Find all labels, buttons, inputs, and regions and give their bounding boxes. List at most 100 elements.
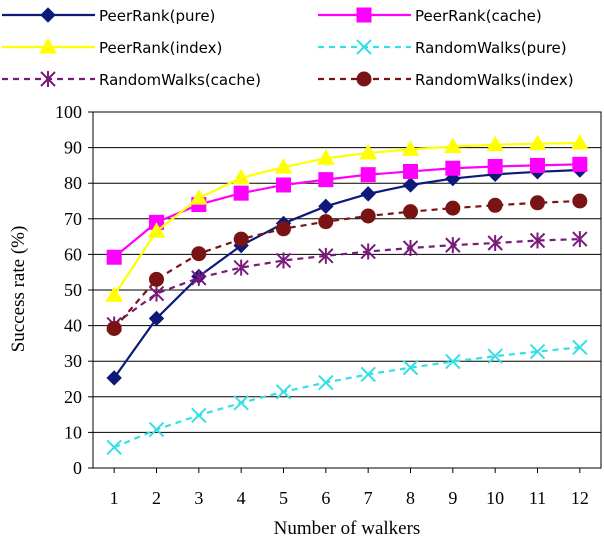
x-tick-label: 8 xyxy=(406,488,415,508)
data-point-peerrank-cache xyxy=(403,163,418,179)
series-line-randomwalks-index xyxy=(113,199,580,330)
data-point-peerrank-index xyxy=(401,140,420,156)
data-point-randomwalks-cache xyxy=(445,237,461,254)
legend-label: RandomWalks(cache) xyxy=(99,71,261,89)
data-point-randomwalks-cache xyxy=(191,269,207,286)
series-randomwalks-cache xyxy=(106,231,588,333)
data-point-peerrank-index xyxy=(274,158,293,174)
data-point-randomwalks-pure xyxy=(445,353,461,370)
data-point-randomwalks-pure xyxy=(148,421,165,438)
data-point-randomwalks-pure xyxy=(318,374,334,391)
gridlines xyxy=(93,147,601,433)
y-tick-label: 100 xyxy=(55,102,82,122)
data-point-peerrank-cache xyxy=(572,156,588,172)
data-point-randomwalks-cache xyxy=(233,259,249,276)
legend: PeerRank(pure) PeerRank(cache) PeerRank(in… xyxy=(2,7,574,89)
legend-entry-randomwalks-cache: RandomWalks(cache) xyxy=(2,71,261,89)
legend-label: PeerRank(pure) xyxy=(99,7,215,25)
data-point-peerrank-index xyxy=(232,168,251,185)
y-tick-label: 0 xyxy=(73,458,82,478)
data-point-randomwalks-pure xyxy=(191,407,207,424)
legend-entry-randomwalks-index: RandomWalks(index) xyxy=(318,71,574,89)
series-randomwalks-index xyxy=(106,193,588,336)
data-point-randomwalks-cache xyxy=(572,231,588,248)
data-point-randomwalks-index xyxy=(403,204,418,220)
data-point-peerrank-cache xyxy=(487,158,503,174)
data-point-randomwalks-pure xyxy=(233,395,249,411)
series-randomwalks-pure xyxy=(106,339,588,456)
data-point-randomwalks-index xyxy=(191,246,207,262)
y-tick-label: 50 xyxy=(64,280,82,300)
y-axis-title: Success rate (%) xyxy=(8,226,29,353)
data-point-randomwalks-index xyxy=(572,193,588,209)
data-point-peerrank-pure xyxy=(402,177,419,193)
legend-entry-randomwalks-pure: RandomWalks(pure) xyxy=(318,39,567,57)
data-point-peerrank-cache xyxy=(233,185,249,201)
x-tick-label: 3 xyxy=(194,488,203,508)
legend-entry-peerrank-index: PeerRank(index) xyxy=(2,37,222,57)
data-point-peerrank-index xyxy=(570,133,589,150)
data-point-peerrank-index xyxy=(105,286,124,302)
x-tick-label: 10 xyxy=(486,488,504,508)
data-point-peerrank-pure xyxy=(318,198,334,215)
data-point-peerrank-pure xyxy=(106,370,122,386)
data-point-peerrank-cache xyxy=(318,172,334,188)
y-tick-label: 30 xyxy=(64,351,82,371)
legend-marker xyxy=(356,7,372,23)
legend-marker xyxy=(40,7,56,23)
x-tick-label: 12 xyxy=(571,488,589,508)
data-point-randomwalks-cache xyxy=(487,235,503,252)
data-point-randomwalks-index xyxy=(276,221,291,237)
y-tick-label: 40 xyxy=(64,316,82,336)
legend-label: PeerRank(index) xyxy=(99,39,222,57)
data-point-randomwalks-index xyxy=(445,200,461,216)
data-point-peerrank-cache xyxy=(106,249,122,265)
data-point-randomwalks-index xyxy=(233,231,249,247)
data-point-peerrank-index xyxy=(528,134,547,151)
x-tick-label: 9 xyxy=(448,488,457,508)
data-point-randomwalks-cache xyxy=(148,285,165,302)
data-point-peerrank-cache xyxy=(445,160,461,176)
data-point-peerrank-pure xyxy=(148,310,165,327)
legend-marker xyxy=(356,39,372,55)
y-tick-label: 80 xyxy=(64,173,82,193)
data-point-randomwalks-cache xyxy=(360,243,376,260)
data-point-randomwalks-pure xyxy=(360,366,376,383)
y-tick-label: 70 xyxy=(64,209,82,229)
data-point-randomwalks-index xyxy=(318,214,334,230)
legend-entry-peerrank-pure: PeerRank(pure) xyxy=(2,7,215,25)
y-tick-label: 20 xyxy=(64,387,82,407)
legend-entry-peerrank-cache: PeerRank(cache) xyxy=(318,7,542,25)
data-point-randomwalks-cache xyxy=(318,247,334,264)
data-point-peerrank-cache xyxy=(276,177,291,193)
series-peerrank-pure xyxy=(106,162,588,386)
data-point-peerrank-pure xyxy=(360,186,376,202)
data-point-peerrank-index xyxy=(486,135,505,152)
x-tick-label: 5 xyxy=(279,488,288,508)
legend-marker xyxy=(40,71,56,87)
y-tick-label: 10 xyxy=(64,422,82,442)
data-point-randomwalks-cache xyxy=(402,239,419,256)
y-tick-label: 90 xyxy=(64,138,82,158)
data-point-randomwalks-pure xyxy=(402,359,419,376)
legend-marker xyxy=(356,71,372,87)
legend-label: RandomWalks(pure) xyxy=(415,39,567,57)
series-line-randomwalks-pure xyxy=(113,346,580,449)
data-point-randomwalks-index xyxy=(530,195,545,211)
x-tick-label: 2 xyxy=(152,488,161,508)
data-point-peerrank-index xyxy=(359,143,378,160)
x-tick-label: 4 xyxy=(237,488,246,508)
data-point-randomwalks-pure xyxy=(106,439,122,456)
data-point-peerrank-cache xyxy=(530,157,545,173)
series-peerrank-index xyxy=(105,133,589,302)
data-point-randomwalks-pure xyxy=(529,343,546,360)
data-point-randomwalks-pure xyxy=(572,339,588,356)
data-point-randomwalks-index xyxy=(487,197,503,213)
legend-marker xyxy=(39,37,57,54)
x-tick-label: 6 xyxy=(321,488,330,508)
data-point-peerrank-index xyxy=(316,149,335,165)
data-point-randomwalks-cache xyxy=(275,252,292,269)
data-point-peerrank-index xyxy=(443,137,462,154)
data-point-randomwalks-cache xyxy=(529,232,546,249)
